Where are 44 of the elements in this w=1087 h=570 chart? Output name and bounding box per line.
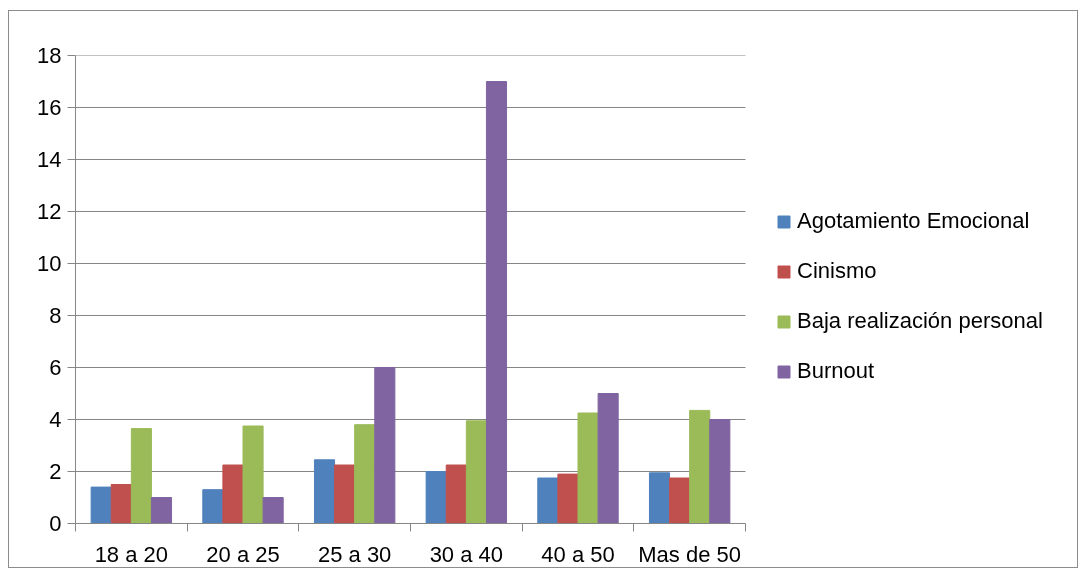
bar [130, 428, 152, 524]
bar [262, 497, 284, 524]
bar [689, 409, 711, 524]
bar [709, 419, 731, 524]
bar [577, 412, 599, 524]
bar [537, 477, 559, 524]
bar [242, 425, 264, 524]
x-tick-label: Mas de 50 [638, 541, 742, 567]
x-tick-label: 25 a 30 [317, 541, 392, 567]
bar [648, 472, 671, 524]
bar [465, 420, 487, 524]
bar [354, 424, 376, 524]
bar [313, 459, 336, 524]
bar [90, 486, 112, 524]
y-tick-label: 16 [37, 95, 62, 120]
bar [669, 477, 691, 524]
bar [110, 484, 132, 524]
bar [597, 393, 619, 524]
bar [150, 497, 173, 524]
bar [557, 473, 579, 524]
y-tick-label: 12 [37, 199, 62, 224]
y-tick-label: 18 [37, 43, 62, 68]
y-tick-label: 0 [49, 511, 62, 536]
y-tick-label: 4 [49, 407, 62, 432]
bar [222, 464, 244, 524]
y-tick-label: 10 [37, 251, 62, 276]
x-tick-label: 30 a 40 [429, 541, 504, 567]
x-tick-label: 20 a 25 [206, 541, 280, 567]
bar [334, 464, 356, 524]
x-tick-label: 40 a 50 [541, 541, 615, 567]
bar [445, 464, 467, 524]
legend-label: Cinismo [797, 258, 877, 284]
legend-label: Burnout [797, 358, 875, 384]
bar [485, 81, 508, 524]
y-tick-label: 14 [37, 147, 62, 172]
bar [202, 489, 224, 524]
y-tick-label: 6 [49, 355, 62, 380]
bar [425, 471, 447, 524]
y-tick-label: 2 [49, 459, 62, 484]
legend-label: Agotamiento Emocional [797, 208, 1030, 234]
y-tick-label: 8 [49, 303, 62, 328]
bar [374, 367, 396, 524]
x-tick-label: 18 a 20 [94, 541, 169, 567]
legend-label: Baja realización personal [797, 308, 1043, 334]
